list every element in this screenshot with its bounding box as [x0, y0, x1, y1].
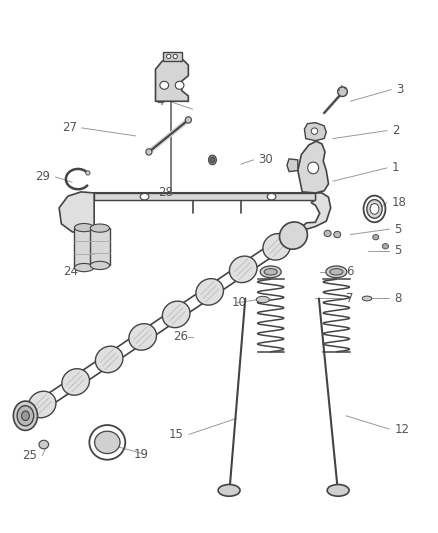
Ellipse shape: [74, 263, 94, 272]
Ellipse shape: [210, 157, 215, 163]
Ellipse shape: [208, 155, 216, 165]
Ellipse shape: [175, 82, 184, 90]
Text: 2: 2: [392, 124, 399, 137]
Text: 6: 6: [346, 265, 353, 278]
Ellipse shape: [264, 269, 277, 275]
Ellipse shape: [95, 346, 123, 373]
FancyBboxPatch shape: [94, 193, 315, 200]
Ellipse shape: [62, 369, 89, 395]
Ellipse shape: [311, 128, 318, 134]
Ellipse shape: [90, 224, 110, 232]
Ellipse shape: [196, 279, 223, 305]
Ellipse shape: [17, 406, 34, 426]
Ellipse shape: [338, 87, 347, 96]
Ellipse shape: [230, 256, 257, 282]
Text: 3: 3: [396, 83, 404, 96]
Text: 10: 10: [232, 296, 247, 309]
Text: 15: 15: [169, 428, 184, 441]
Polygon shape: [155, 58, 188, 101]
Text: 18: 18: [392, 196, 407, 209]
Ellipse shape: [334, 231, 341, 238]
Polygon shape: [59, 192, 94, 235]
Text: 28: 28: [158, 187, 173, 199]
Text: 5: 5: [394, 223, 402, 236]
Ellipse shape: [140, 193, 149, 200]
Ellipse shape: [39, 440, 49, 449]
Ellipse shape: [129, 324, 156, 350]
Ellipse shape: [326, 266, 347, 278]
Polygon shape: [304, 123, 326, 141]
Ellipse shape: [28, 391, 56, 418]
Ellipse shape: [256, 296, 269, 303]
Ellipse shape: [260, 266, 281, 278]
Text: 5: 5: [394, 244, 402, 257]
Ellipse shape: [307, 162, 318, 174]
Text: 1: 1: [392, 161, 399, 174]
Ellipse shape: [166, 54, 171, 59]
Ellipse shape: [279, 222, 307, 249]
Ellipse shape: [370, 204, 379, 214]
Ellipse shape: [74, 223, 94, 232]
Ellipse shape: [373, 235, 379, 240]
Ellipse shape: [330, 269, 343, 275]
Ellipse shape: [327, 484, 349, 496]
Ellipse shape: [382, 244, 389, 249]
Ellipse shape: [324, 230, 331, 237]
Text: 19: 19: [134, 448, 149, 461]
Text: 27: 27: [62, 122, 77, 134]
Text: 25: 25: [22, 449, 37, 462]
Ellipse shape: [146, 149, 152, 155]
Polygon shape: [287, 159, 298, 172]
Ellipse shape: [367, 200, 382, 219]
Ellipse shape: [95, 431, 120, 454]
Text: 29: 29: [35, 171, 50, 183]
Ellipse shape: [173, 54, 177, 59]
Ellipse shape: [90, 261, 110, 270]
Text: 24: 24: [63, 265, 78, 278]
Text: 12: 12: [394, 423, 409, 435]
FancyBboxPatch shape: [90, 228, 110, 265]
Ellipse shape: [160, 82, 169, 90]
Polygon shape: [298, 141, 328, 193]
FancyBboxPatch shape: [74, 228, 94, 268]
Text: 8: 8: [394, 292, 402, 305]
Text: 4: 4: [157, 95, 164, 108]
Ellipse shape: [21, 411, 29, 421]
Ellipse shape: [185, 117, 191, 123]
Ellipse shape: [86, 171, 90, 175]
Text: 7: 7: [346, 292, 353, 305]
Text: 26: 26: [173, 330, 188, 343]
FancyBboxPatch shape: [163, 52, 182, 61]
Ellipse shape: [267, 193, 276, 200]
Text: 30: 30: [258, 154, 273, 166]
Ellipse shape: [263, 233, 290, 260]
Ellipse shape: [13, 401, 37, 431]
Ellipse shape: [162, 301, 190, 328]
Ellipse shape: [218, 484, 240, 496]
Ellipse shape: [362, 296, 372, 301]
Polygon shape: [302, 193, 331, 229]
